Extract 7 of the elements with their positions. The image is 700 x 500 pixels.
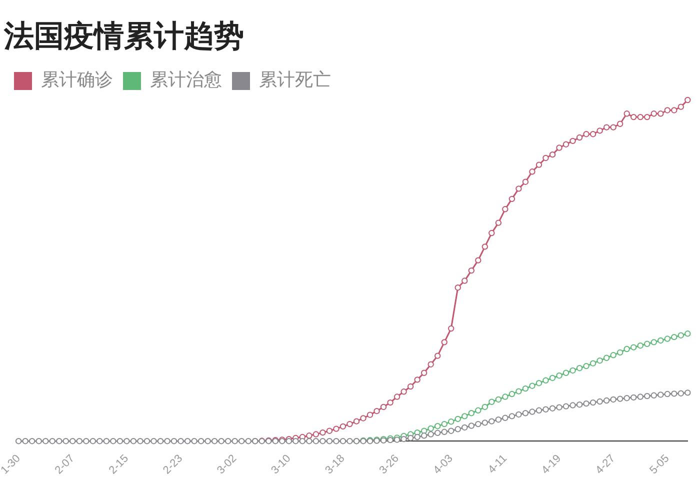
legend-label: 累计死亡 [259, 70, 331, 91]
x-tick-label: 4-03 [431, 452, 456, 477]
legend-label: 累计治愈 [150, 70, 222, 91]
chart-title: 法国疫情累计趋势 [3, 18, 244, 54]
x-tick-label: 4-11 [486, 452, 510, 476]
legend-label: 累计确诊 [41, 70, 113, 91]
x-tick-label: 4-19 [539, 452, 564, 477]
